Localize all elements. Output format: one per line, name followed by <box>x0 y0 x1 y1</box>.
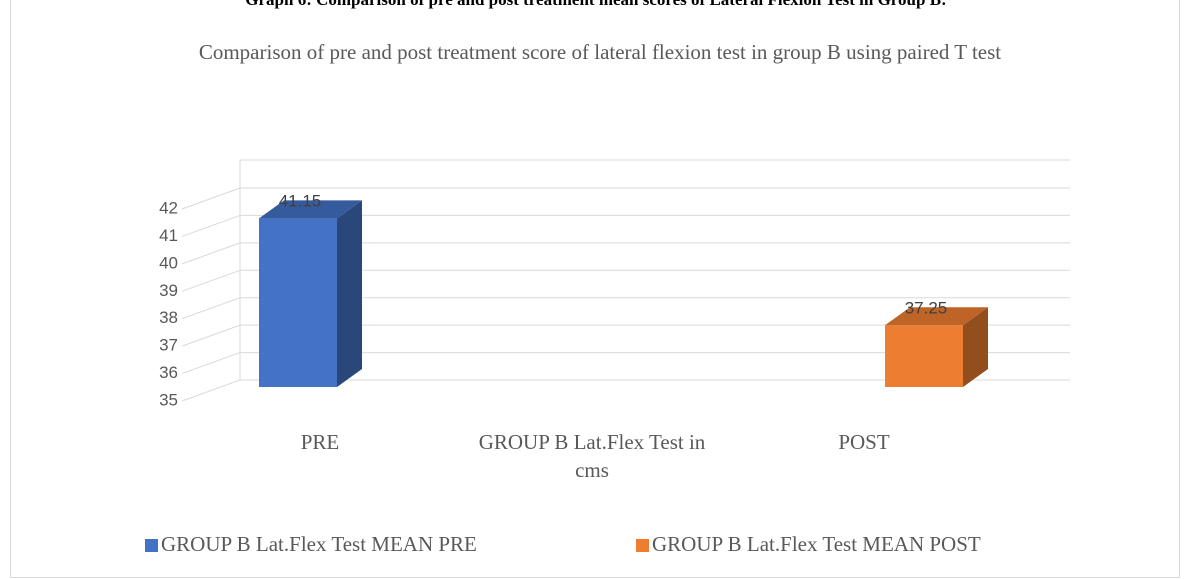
y-tick-label: 39 <box>159 281 178 300</box>
value-label: 41.15 <box>279 191 322 210</box>
y-tick-label: 40 <box>159 253 178 272</box>
bar-top <box>885 307 988 326</box>
y-tick-label: 36 <box>159 363 178 382</box>
y-tick-label: 38 <box>159 308 178 327</box>
x-tick-label: PRE <box>300 430 340 454</box>
grid-line <box>181 187 241 210</box>
grid-line <box>181 324 241 347</box>
x-tick-label: POST <box>838 430 890 454</box>
legend-swatch <box>145 539 158 552</box>
bar-side <box>337 200 362 387</box>
y-tick-label: 35 <box>159 390 178 409</box>
y-tick-label: 42 <box>159 198 178 217</box>
value-label: 37.25 <box>905 298 948 317</box>
x-tick-label: GROUP B Lat.Flex Test in cms <box>478 430 706 482</box>
caption: Graph 6: Comparison of pre and post trea… <box>0 0 1192 10</box>
y-tick-label: 37 <box>159 336 178 355</box>
bar-side <box>963 307 988 387</box>
legend-swatch <box>636 539 649 552</box>
grid-line <box>181 352 241 375</box>
bar <box>885 325 963 387</box>
legend-label: GROUP B Lat.Flex Test MEAN PRE <box>161 532 477 556</box>
grid-line <box>181 297 241 320</box>
bar-top <box>259 200 362 219</box>
grid-line <box>181 269 241 292</box>
chart-title: Comparison of pre and post treatment sco… <box>198 40 1002 64</box>
grid-line <box>181 214 241 237</box>
bar <box>259 218 337 387</box>
grid-line <box>181 379 241 402</box>
legend-label: GROUP B Lat.Flex Test MEAN POST <box>652 532 981 556</box>
y-tick-label: 41 <box>159 226 178 245</box>
grid-line <box>181 242 241 265</box>
